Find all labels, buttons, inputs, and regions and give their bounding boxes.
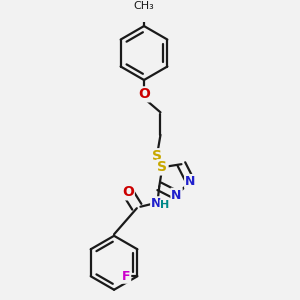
Text: S: S (152, 149, 163, 164)
Text: N: N (171, 189, 182, 202)
Text: O: O (138, 87, 150, 101)
Text: H: H (160, 200, 169, 210)
Text: S: S (157, 160, 167, 174)
Text: CH₃: CH₃ (134, 1, 154, 11)
Text: N: N (185, 175, 195, 188)
Text: S: S (157, 160, 167, 174)
Text: O: O (122, 185, 134, 199)
Text: F: F (122, 270, 130, 283)
Text: N: N (151, 197, 161, 210)
Text: S: S (152, 149, 163, 164)
